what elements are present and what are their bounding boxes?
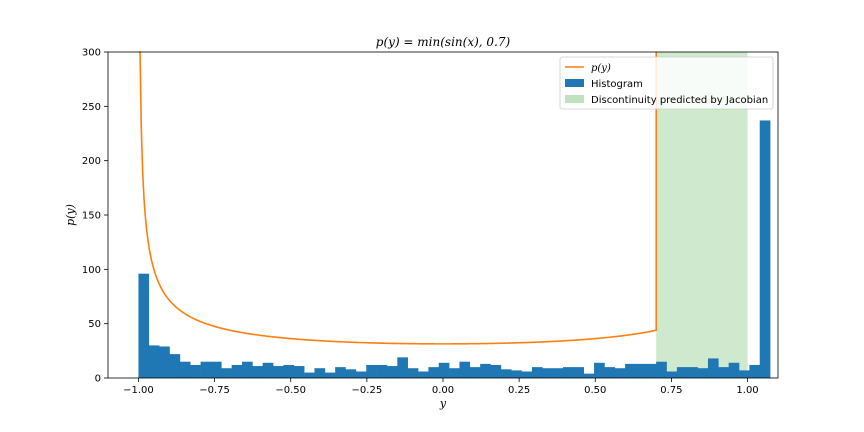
histogram-bar <box>635 363 647 378</box>
histogram-bar <box>573 367 584 378</box>
density-layer <box>138 51 657 345</box>
histogram-bar <box>242 361 253 378</box>
histogram-bar <box>159 346 170 378</box>
y-tick-label: 200 <box>82 156 101 167</box>
histogram-bar <box>542 368 553 378</box>
legend: p(y) Histogram Discontinuity predicted b… <box>559 56 774 110</box>
histogram-bar <box>604 367 616 378</box>
histogram-bar <box>614 368 626 378</box>
legend-region-label: Discontinuity predicted by Jacobian <box>591 95 768 106</box>
histogram-bar <box>480 363 491 378</box>
histogram-bar <box>324 372 336 378</box>
x-tick-label: −0.75 <box>199 385 230 396</box>
histogram-bar <box>759 120 771 379</box>
histogram-bar <box>521 371 533 378</box>
histogram-bar <box>562 367 574 378</box>
y-ticks: 0 50 100 150 200 250 300 <box>82 48 108 385</box>
histogram-bar <box>459 361 471 378</box>
histogram-bar <box>418 371 429 378</box>
histogram-bar <box>345 369 357 378</box>
histogram-bar <box>252 366 264 378</box>
histogram-bar <box>335 367 346 378</box>
y-tick-label: 50 <box>88 319 101 330</box>
x-ticks: −1.00 −0.75 −0.50 −0.25 0.00 0.25 0.50 0.75 1.00 <box>123 378 759 396</box>
histogram-bar <box>728 362 740 378</box>
x-tick-label: 1.00 <box>736 385 758 396</box>
histogram-bar <box>511 370 522 378</box>
histogram-bar <box>594 362 605 378</box>
histogram-bar <box>469 367 481 378</box>
legend-histogram-swatch <box>565 79 584 87</box>
histogram-bar <box>355 371 367 378</box>
histogram-bar <box>221 368 232 378</box>
histogram-bar <box>407 368 419 378</box>
histogram-bar <box>169 354 181 378</box>
histogram-bar <box>314 368 326 378</box>
histogram-bar <box>231 364 243 378</box>
histogram-bar <box>138 273 150 378</box>
histogram-bar <box>438 362 450 378</box>
histogram-bar <box>376 364 388 378</box>
x-tick-label: 0.25 <box>508 385 530 396</box>
histogram-bar <box>190 364 201 378</box>
histogram-bar <box>366 364 377 378</box>
chart-title: p(y) = min(sin(x), 0.7) <box>376 35 511 49</box>
density-curve <box>138 51 657 345</box>
legend-region-swatch <box>565 95 584 103</box>
histogram-bar <box>273 366 284 378</box>
histogram-bar <box>707 358 719 378</box>
legend-histogram-label: Histogram <box>591 79 643 90</box>
x-axis-label: y <box>439 397 447 410</box>
histogram-bar <box>625 363 636 378</box>
histogram-bar <box>583 373 595 378</box>
histogram-bar <box>304 372 315 378</box>
histogram-bar <box>293 366 305 378</box>
y-tick-label: 100 <box>82 265 101 276</box>
histogram-bar <box>676 367 688 378</box>
histogram-bar <box>210 361 222 378</box>
histogram-bar <box>666 371 678 378</box>
y-tick-label: 250 <box>82 102 101 113</box>
legend-density-label: p(y) <box>591 63 611 74</box>
x-tick-label: 0.75 <box>660 385 682 396</box>
histogram-layer <box>138 120 771 379</box>
y-tick-label: 0 <box>95 374 101 385</box>
histogram-bar <box>449 368 460 378</box>
histogram-bar <box>697 368 709 378</box>
histogram-bar <box>262 362 274 378</box>
x-tick-label: 0.50 <box>584 385 606 396</box>
x-tick-label: 0.00 <box>432 385 454 396</box>
x-tick-label: −0.50 <box>275 385 306 396</box>
histogram-bar <box>552 368 564 378</box>
legend-box <box>559 56 774 110</box>
histogram-bar <box>739 370 750 378</box>
y-axis-label: p(y) <box>64 204 77 226</box>
histogram-bar <box>656 361 667 378</box>
histogram-bar <box>490 364 502 378</box>
histogram-bar <box>531 367 543 378</box>
histogram-bar <box>687 367 698 378</box>
histogram-bar <box>148 345 160 378</box>
x-tick-label: −0.25 <box>352 385 383 396</box>
histogram-bar <box>200 361 212 378</box>
histogram-bar <box>179 361 191 378</box>
histogram-bar <box>749 364 761 378</box>
histogram-bar <box>397 357 408 378</box>
histogram-bar <box>718 367 729 378</box>
y-tick-label: 300 <box>82 48 101 59</box>
histogram-bar <box>645 363 657 378</box>
x-tick-label: −1.00 <box>123 385 154 396</box>
histogram-bar <box>386 366 398 378</box>
y-tick-label: 150 <box>82 211 101 222</box>
histogram-bar <box>428 367 440 378</box>
histogram-bar <box>283 364 295 378</box>
histogram-bar <box>500 369 512 378</box>
